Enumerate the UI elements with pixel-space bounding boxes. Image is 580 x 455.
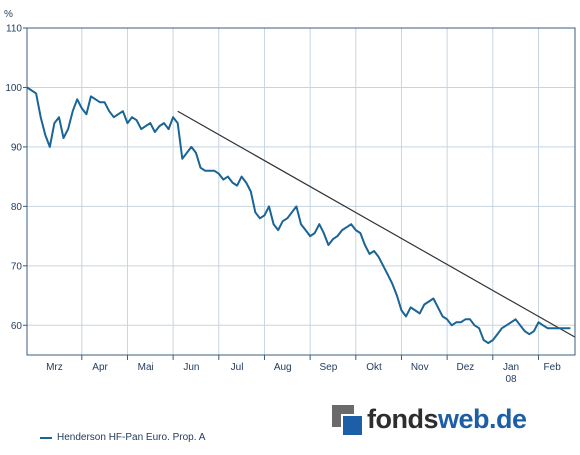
x-tick-labels: Mrz Apr Mai Jun Jul Aug Sep Okt Nov Dez Jan Feb 08: [46, 362, 561, 385]
series-group: [26, 86, 576, 345]
x-tick-label: Jul: [231, 362, 244, 373]
series-line: [26, 86, 571, 345]
x-tick-label: Apr: [92, 362, 108, 373]
x-tick-label: Aug: [274, 362, 292, 373]
y-tick-label: 70: [11, 261, 23, 272]
logo-mark-icon: [332, 404, 362, 435]
x-tick-label: Okt: [366, 362, 382, 373]
legend: Henderson HF-Pan Euro. Prop. A: [40, 432, 205, 443]
legend-swatch: [40, 436, 52, 439]
x-tick-label: Nov: [411, 362, 429, 373]
x-tick-label: Dez: [457, 362, 475, 373]
x-tick-label: Feb: [544, 362, 562, 373]
y-tick-labels: 60 70 80 90 100 110: [5, 24, 22, 332]
legend-label: Henderson HF-Pan Euro. Prop. A: [57, 432, 206, 443]
plot-frame: [26, 27, 576, 356]
y-tick-label: 110: [6, 24, 22, 35]
logo-text: fondsweb.de: [367, 404, 527, 435]
x-tick-label: Mrz: [46, 362, 63, 373]
trendline: [177, 110, 576, 338]
logo-text-part2: web.de: [438, 404, 527, 434]
x-tick-label: Mai: [138, 362, 154, 373]
fondsweb-logo: fondsweb.de: [332, 404, 527, 435]
x-year-label: 08: [506, 374, 518, 385]
x-tick-label: Sep: [320, 362, 338, 373]
y-unit-label: %: [4, 9, 13, 20]
y-tick-label: 90: [11, 142, 23, 153]
x-tick-label: Jun: [183, 362, 199, 373]
y-tick-label: 100: [5, 83, 22, 94]
y-tick-label: 80: [11, 202, 23, 213]
x-tick-label: Jan: [503, 362, 519, 373]
y-tick-label: 60: [11, 321, 23, 332]
logo-text-part1: fonds: [367, 404, 439, 434]
grid: [23, 27, 575, 360]
